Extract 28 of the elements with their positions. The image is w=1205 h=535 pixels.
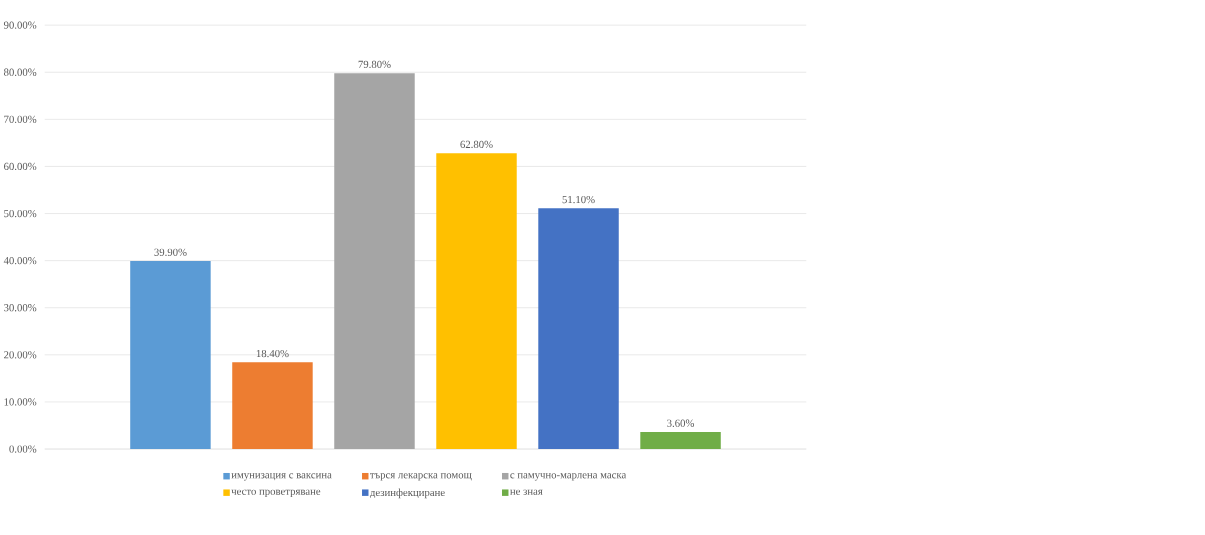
bar	[232, 362, 313, 449]
legend-label: търся лекарска помощ	[370, 473, 472, 481]
data-label: 3.60%	[667, 419, 695, 427]
legend-label: дезинфекциране	[369, 488, 445, 499]
y-tick-label: 40.00%	[3, 256, 37, 265]
data-label: 62.80%	[460, 140, 493, 148]
legend-label: с памучно-марлена маска	[510, 473, 627, 481]
bar	[640, 431, 721, 449]
legend-label: не зная	[510, 489, 543, 495]
y-tick-label: 60.00%	[4, 162, 37, 170]
bar	[436, 153, 517, 449]
bar	[334, 73, 415, 449]
data-label: 18.40%	[256, 349, 289, 358]
y-tick-label: 10.00%	[4, 398, 37, 406]
y-tick-label: 80.00%	[3, 68, 37, 76]
y-tick-label: 50.00%	[4, 209, 37, 218]
y-tick-label: 0.00%	[9, 445, 37, 453]
legend-label: имунизация с ваксина	[231, 473, 332, 481]
data-label: 51.10%	[562, 195, 595, 204]
y-tick-label: 20.00%	[4, 351, 37, 359]
bar	[538, 208, 619, 449]
legend-label: често проветряване	[231, 489, 321, 497]
data-label: 39.90%	[154, 248, 187, 256]
bar	[130, 260, 211, 449]
y-tick-label: 30.00%	[4, 303, 37, 312]
data-label: 79.80%	[358, 60, 391, 68]
y-tick-label: 90.00%	[3, 21, 37, 29]
y-tick-label: 70.00%	[4, 115, 37, 123]
